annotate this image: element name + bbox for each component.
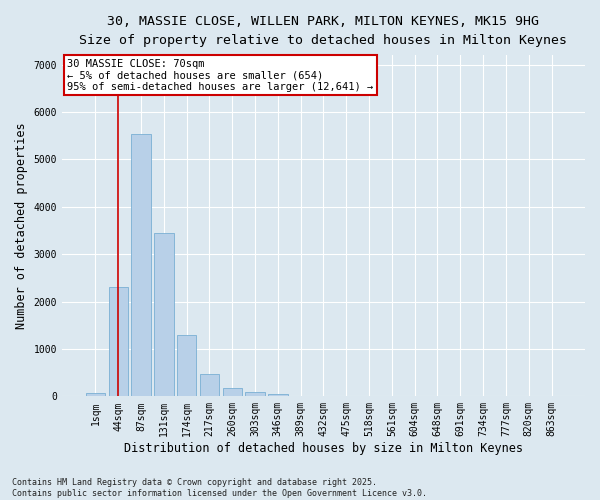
Text: 30 MASSIE CLOSE: 70sqm
← 5% of detached houses are smaller (654)
95% of semi-det: 30 MASSIE CLOSE: 70sqm ← 5% of detached … [67,58,373,92]
Bar [223,388,242,396]
Bar [245,392,265,396]
Y-axis label: Number of detached properties: Number of detached properties [15,122,28,329]
Bar [131,134,151,396]
Bar [200,374,219,396]
Bar [109,288,128,397]
Text: Contains HM Land Registry data © Crown copyright and database right 2025.
Contai: Contains HM Land Registry data © Crown c… [12,478,427,498]
Bar [268,394,287,396]
Bar [86,393,105,396]
Title: 30, MASSIE CLOSE, WILLEN PARK, MILTON KEYNES, MK15 9HG
Size of property relative: 30, MASSIE CLOSE, WILLEN PARK, MILTON KE… [79,15,568,47]
X-axis label: Distribution of detached houses by size in Milton Keynes: Distribution of detached houses by size … [124,442,523,455]
Bar [177,334,196,396]
Bar [154,233,173,396]
